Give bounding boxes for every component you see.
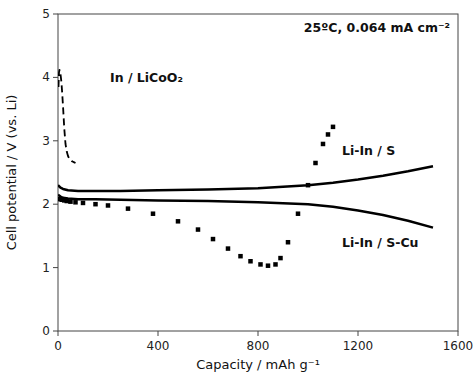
y-tick (53, 267, 58, 268)
annotation: Li-In / S-Cu (342, 235, 419, 250)
x-tick-label: 800 (247, 339, 270, 353)
y-tick (53, 140, 58, 141)
x-axis-label: Capacity / mAh g⁻¹ (196, 357, 320, 372)
series-line (59, 70, 76, 163)
annotation: In / LiCoO₂ (110, 70, 183, 85)
x-tick-label: 400 (147, 339, 170, 353)
x-tick-label: 0 (54, 339, 62, 353)
series-marker (126, 206, 131, 211)
plot-frame (58, 14, 458, 331)
y-tick (53, 331, 58, 332)
x-tick-label: 1600 (443, 339, 474, 353)
annotation: Li-In / S (342, 143, 395, 158)
series-marker (248, 259, 253, 264)
y-tick-label: 4 (42, 70, 50, 84)
series-marker (313, 161, 318, 166)
y-tick-label: 2 (42, 197, 50, 211)
series-marker (106, 203, 111, 208)
x-tick (458, 331, 459, 336)
series-marker (73, 200, 78, 205)
plot-data (58, 70, 433, 268)
series-marker (266, 263, 271, 268)
series-marker (211, 237, 216, 242)
y-axis-label: Cell potential / V (vs. Li) (4, 95, 19, 251)
series-marker (176, 219, 181, 224)
series-marker (93, 202, 98, 207)
series-marker (81, 201, 86, 206)
y-tick-label: 5 (42, 7, 50, 21)
title: 25ºC, 0.064 mA cm⁻² (304, 20, 450, 35)
y-tick-label: 3 (42, 134, 50, 148)
chart: 0 400 800 1200 1600 0 1 2 3 4 5 Capacity / mAh g⁻¹ C… (0, 0, 474, 379)
series-marker (226, 246, 231, 251)
y-tick (53, 14, 58, 15)
x-tick (58, 331, 59, 336)
series-marker (331, 125, 336, 129)
series-marker (296, 211, 301, 216)
series-marker (68, 199, 73, 204)
series-marker (278, 256, 283, 261)
series-marker (196, 227, 201, 232)
x-tick (358, 331, 359, 336)
x-tick-label: 1200 (343, 339, 374, 353)
series-marker (238, 254, 243, 258)
series-marker (306, 183, 311, 188)
series-marker (326, 132, 331, 137)
x-tick (158, 331, 159, 336)
x-tick (258, 331, 259, 336)
series-marker (273, 262, 278, 267)
series-marker (286, 240, 291, 245)
y-tick-label: 0 (42, 324, 50, 338)
series-marker (258, 262, 263, 267)
y-tick (53, 204, 58, 205)
y-tick-label: 1 (42, 261, 50, 275)
series-line (58, 195, 433, 228)
series-line (58, 166, 433, 191)
series-marker (151, 211, 156, 216)
y-tick (53, 77, 58, 78)
series-marker (321, 142, 326, 147)
